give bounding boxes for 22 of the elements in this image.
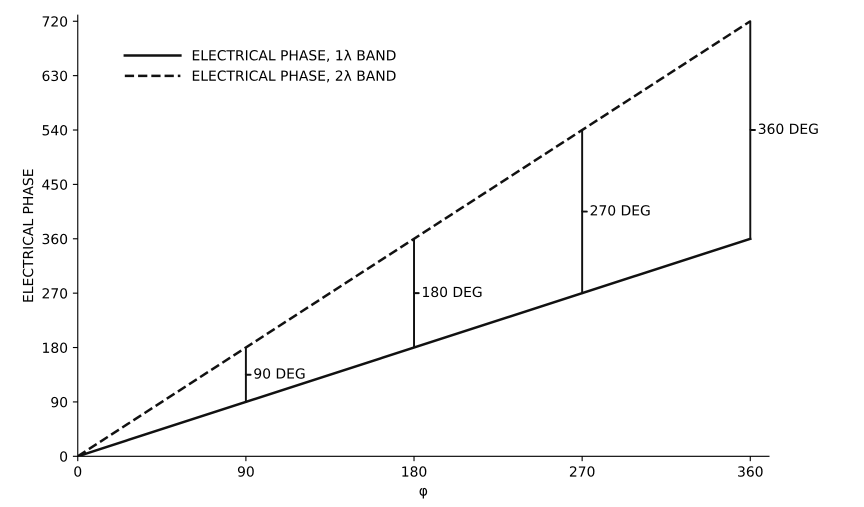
y-tick-label: 0	[60, 451, 68, 462]
x-tick-label: 360	[738, 466, 763, 477]
y-tick-label: 270	[42, 288, 68, 299]
y-tick-label: 180	[43, 342, 68, 354]
annotation: 270 DEG	[590, 205, 650, 216]
y-tick-label: 90	[51, 396, 68, 408]
y-axis-title: ELECTRICAL PHASE	[22, 169, 34, 302]
annotation: 360 DEG	[758, 124, 818, 134]
annotation: 180 DEG	[423, 286, 482, 298]
annotation: 90 DEG	[254, 368, 305, 379]
y-tick-label: 720	[42, 16, 68, 27]
x-tick-label: 270	[570, 466, 594, 477]
y-tick-label: 450	[42, 179, 68, 190]
y-tick-label: 360	[42, 234, 68, 244]
x-axis-title: φ	[420, 488, 428, 498]
x-tick-label: 180	[402, 466, 426, 477]
x-tick-label: 90	[238, 466, 254, 477]
y-tick-label: 630	[42, 70, 68, 82]
legend-label: ELECTRICAL PHASE, 2λ BAND	[192, 70, 396, 82]
x-tick-label: 0	[74, 466, 82, 477]
legend-label: ELECTRICAL PHASE, 1λ BAND	[192, 50, 396, 62]
y-tick-label: 540	[42, 124, 68, 136]
